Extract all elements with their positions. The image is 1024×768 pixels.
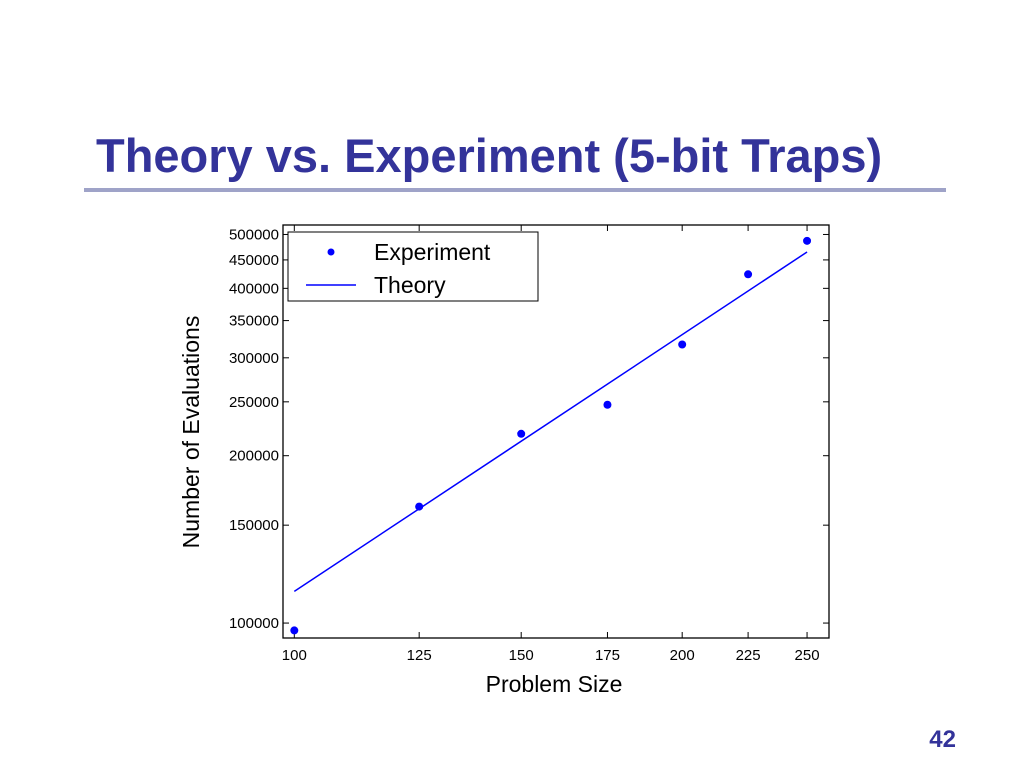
experiment-point	[603, 400, 612, 409]
experiment-point	[744, 270, 753, 279]
y-tick-label: 500000	[229, 226, 279, 243]
experiment-point	[290, 626, 299, 635]
y-tick-label: 450000	[229, 252, 279, 269]
legend-label: Experiment	[374, 239, 491, 265]
experiment-point	[517, 429, 526, 438]
x-tick-label: 200	[670, 647, 695, 664]
y-tick-label: 150000	[229, 517, 279, 534]
experiment-point	[803, 236, 812, 245]
x-tick-label: 175	[595, 647, 620, 664]
x-tick-label: 250	[795, 647, 820, 664]
y-tick-label: 250000	[229, 394, 279, 411]
x-tick-label: 100	[282, 647, 307, 664]
x-tick-label: 150	[509, 647, 534, 664]
y-tick-label: 300000	[229, 350, 279, 367]
title-underline	[84, 188, 946, 192]
y-axis-label: Number of Evaluations	[178, 316, 204, 549]
legend-label: Theory	[374, 272, 446, 298]
x-tick-label: 225	[736, 647, 761, 664]
legend-box	[287, 231, 539, 302]
experiment-point	[415, 502, 424, 511]
x-axis-label: Problem Size	[486, 671, 623, 697]
experiment-point	[678, 340, 687, 349]
y-tick-label: 350000	[229, 313, 279, 330]
plot-frame	[282, 224, 830, 639]
slide-title: Theory vs. Experiment (5-bit Traps)	[96, 129, 883, 182]
y-tick-label: 400000	[229, 280, 279, 297]
legend-marker-swatch	[327, 248, 335, 256]
page-number: 42	[929, 726, 956, 753]
y-tick-label: 200000	[229, 448, 279, 465]
x-tick-label: 125	[407, 647, 432, 664]
y-tick-label: 100000	[229, 615, 279, 632]
theory-line	[293, 251, 808, 593]
